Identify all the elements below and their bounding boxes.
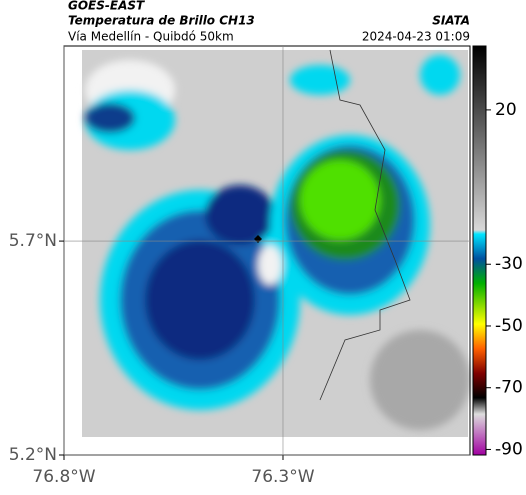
image-field (82, 49, 470, 437)
x-tick-label: 76.8°W (32, 467, 95, 487)
y-tick-label: 5.2°N (9, 445, 57, 465)
colorbar-label: -70 (495, 378, 523, 398)
colorbar-label: -90 (495, 439, 523, 459)
colorbar (472, 45, 487, 456)
datetime: 2024-04-23 01:09 (362, 30, 470, 44)
product: Temperatura de Brillo CH13 (68, 14, 255, 28)
colorbar-label: 20 (495, 100, 517, 120)
colorbar-label: -50 (495, 316, 523, 336)
route: Vía Medellín - Quibdó 50km (68, 30, 234, 44)
y-tick-label: 5.7°N (9, 231, 57, 251)
satellite: GOES-EAST (68, 0, 145, 13)
colorbar-label: -30 (495, 254, 523, 274)
x-tick-label: 76.3°W (251, 467, 314, 487)
org: SIATA (432, 14, 470, 28)
